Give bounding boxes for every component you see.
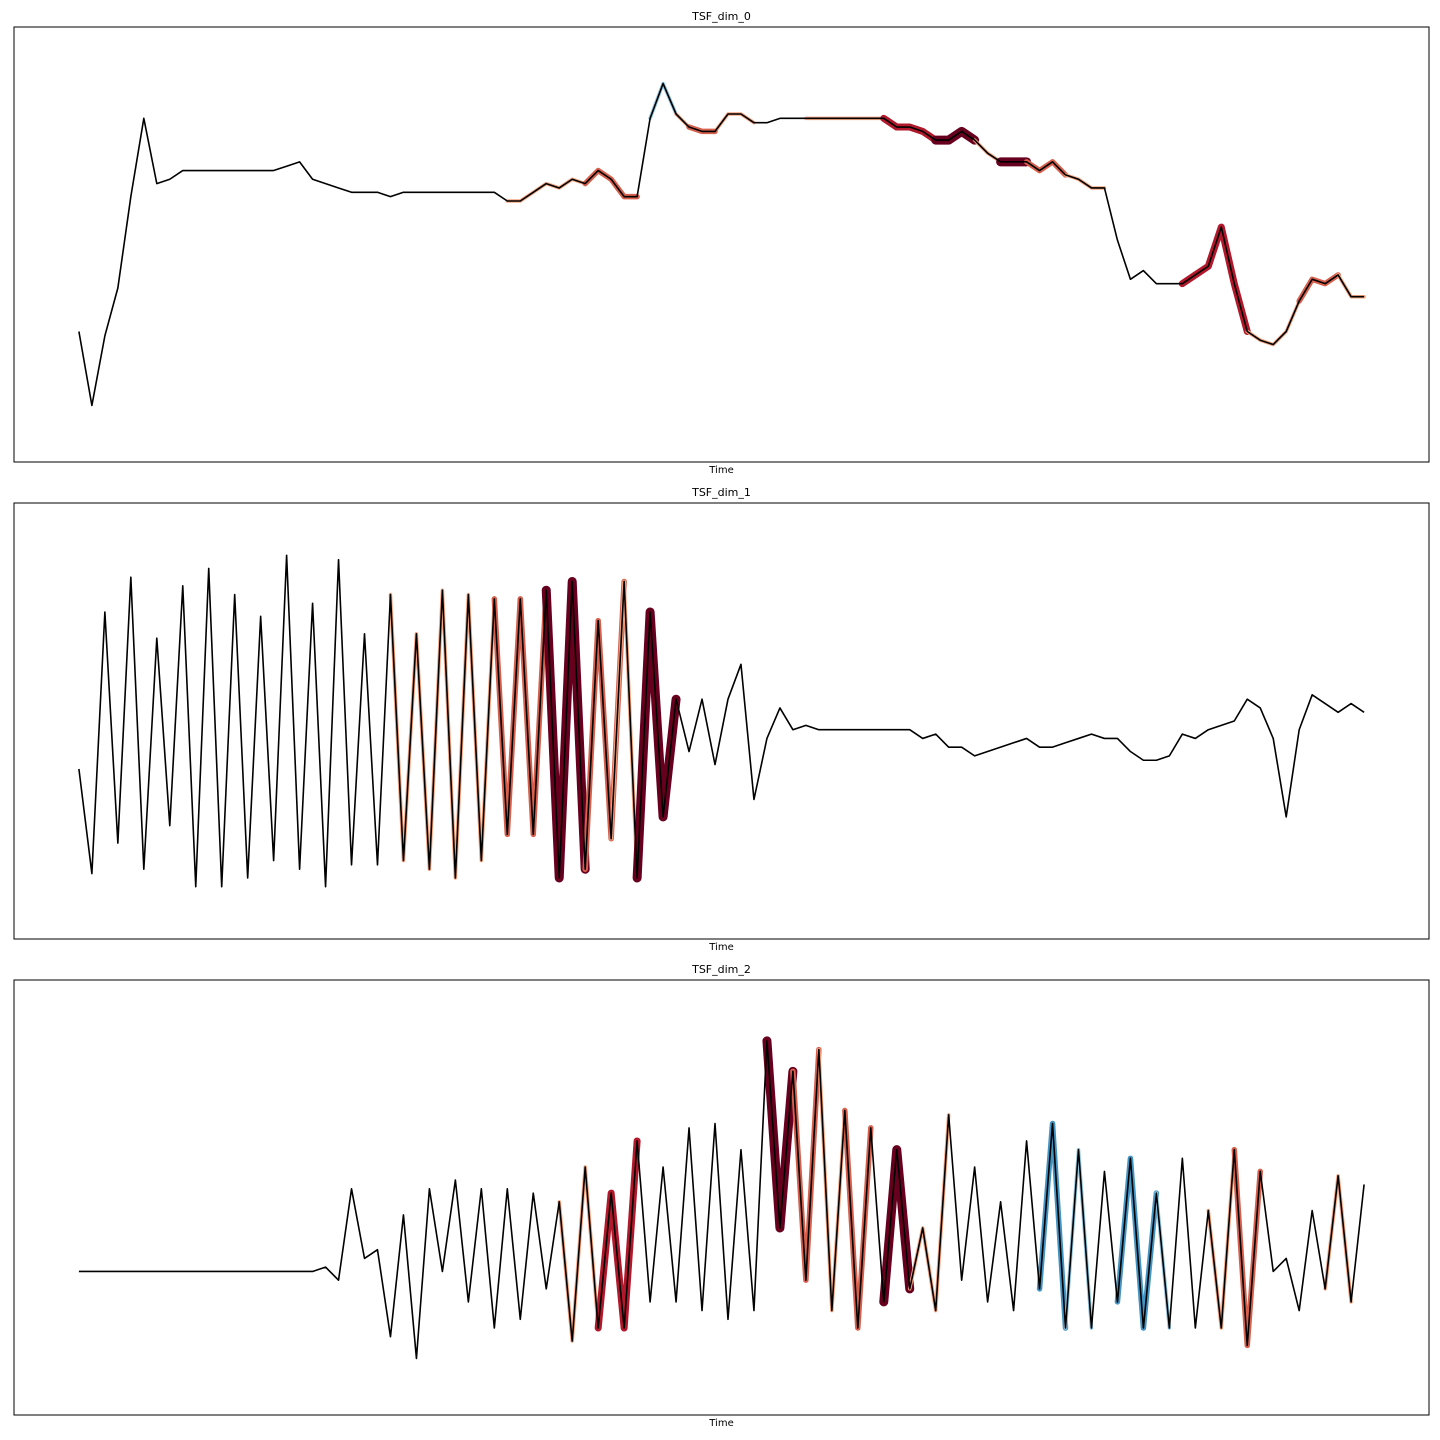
chart-title: TSF_dim_1 [691, 486, 751, 499]
plot-frame [13, 26, 1430, 463]
attribution-highlight [880, 114, 940, 144]
attribution-highlight [842, 1107, 874, 1331]
attribution-highlight [1036, 1120, 1069, 1331]
x-axis-label: Time [708, 1418, 733, 1429]
series-line [78, 82, 1365, 407]
attribution-highlight [582, 167, 640, 200]
attribution-highlight [491, 587, 549, 838]
attribution-highlight [1063, 1147, 1094, 1330]
chart-title: TSF_dim_0 [691, 10, 751, 23]
x-axis-label: Time [708, 465, 733, 476]
attribution-highlight [1245, 299, 1301, 347]
series-line [78, 554, 1365, 888]
attribution-highlight [762, 1036, 798, 1233]
plot-frame [13, 979, 1430, 1416]
attribution-highlight [648, 81, 678, 121]
attribution-highlight [1336, 273, 1366, 299]
attribution-highlight [1231, 1146, 1263, 1349]
attribution-highlight [1178, 223, 1251, 335]
chart-title: TSF_dim_2 [691, 963, 751, 976]
attribution-highlight [879, 1145, 915, 1307]
x-axis-label: Time [708, 942, 733, 953]
attribution-highlight [790, 1046, 822, 1283]
plot-frame [13, 502, 1430, 940]
series-line [78, 1040, 1365, 1360]
attribution-highlight [1323, 1174, 1353, 1304]
